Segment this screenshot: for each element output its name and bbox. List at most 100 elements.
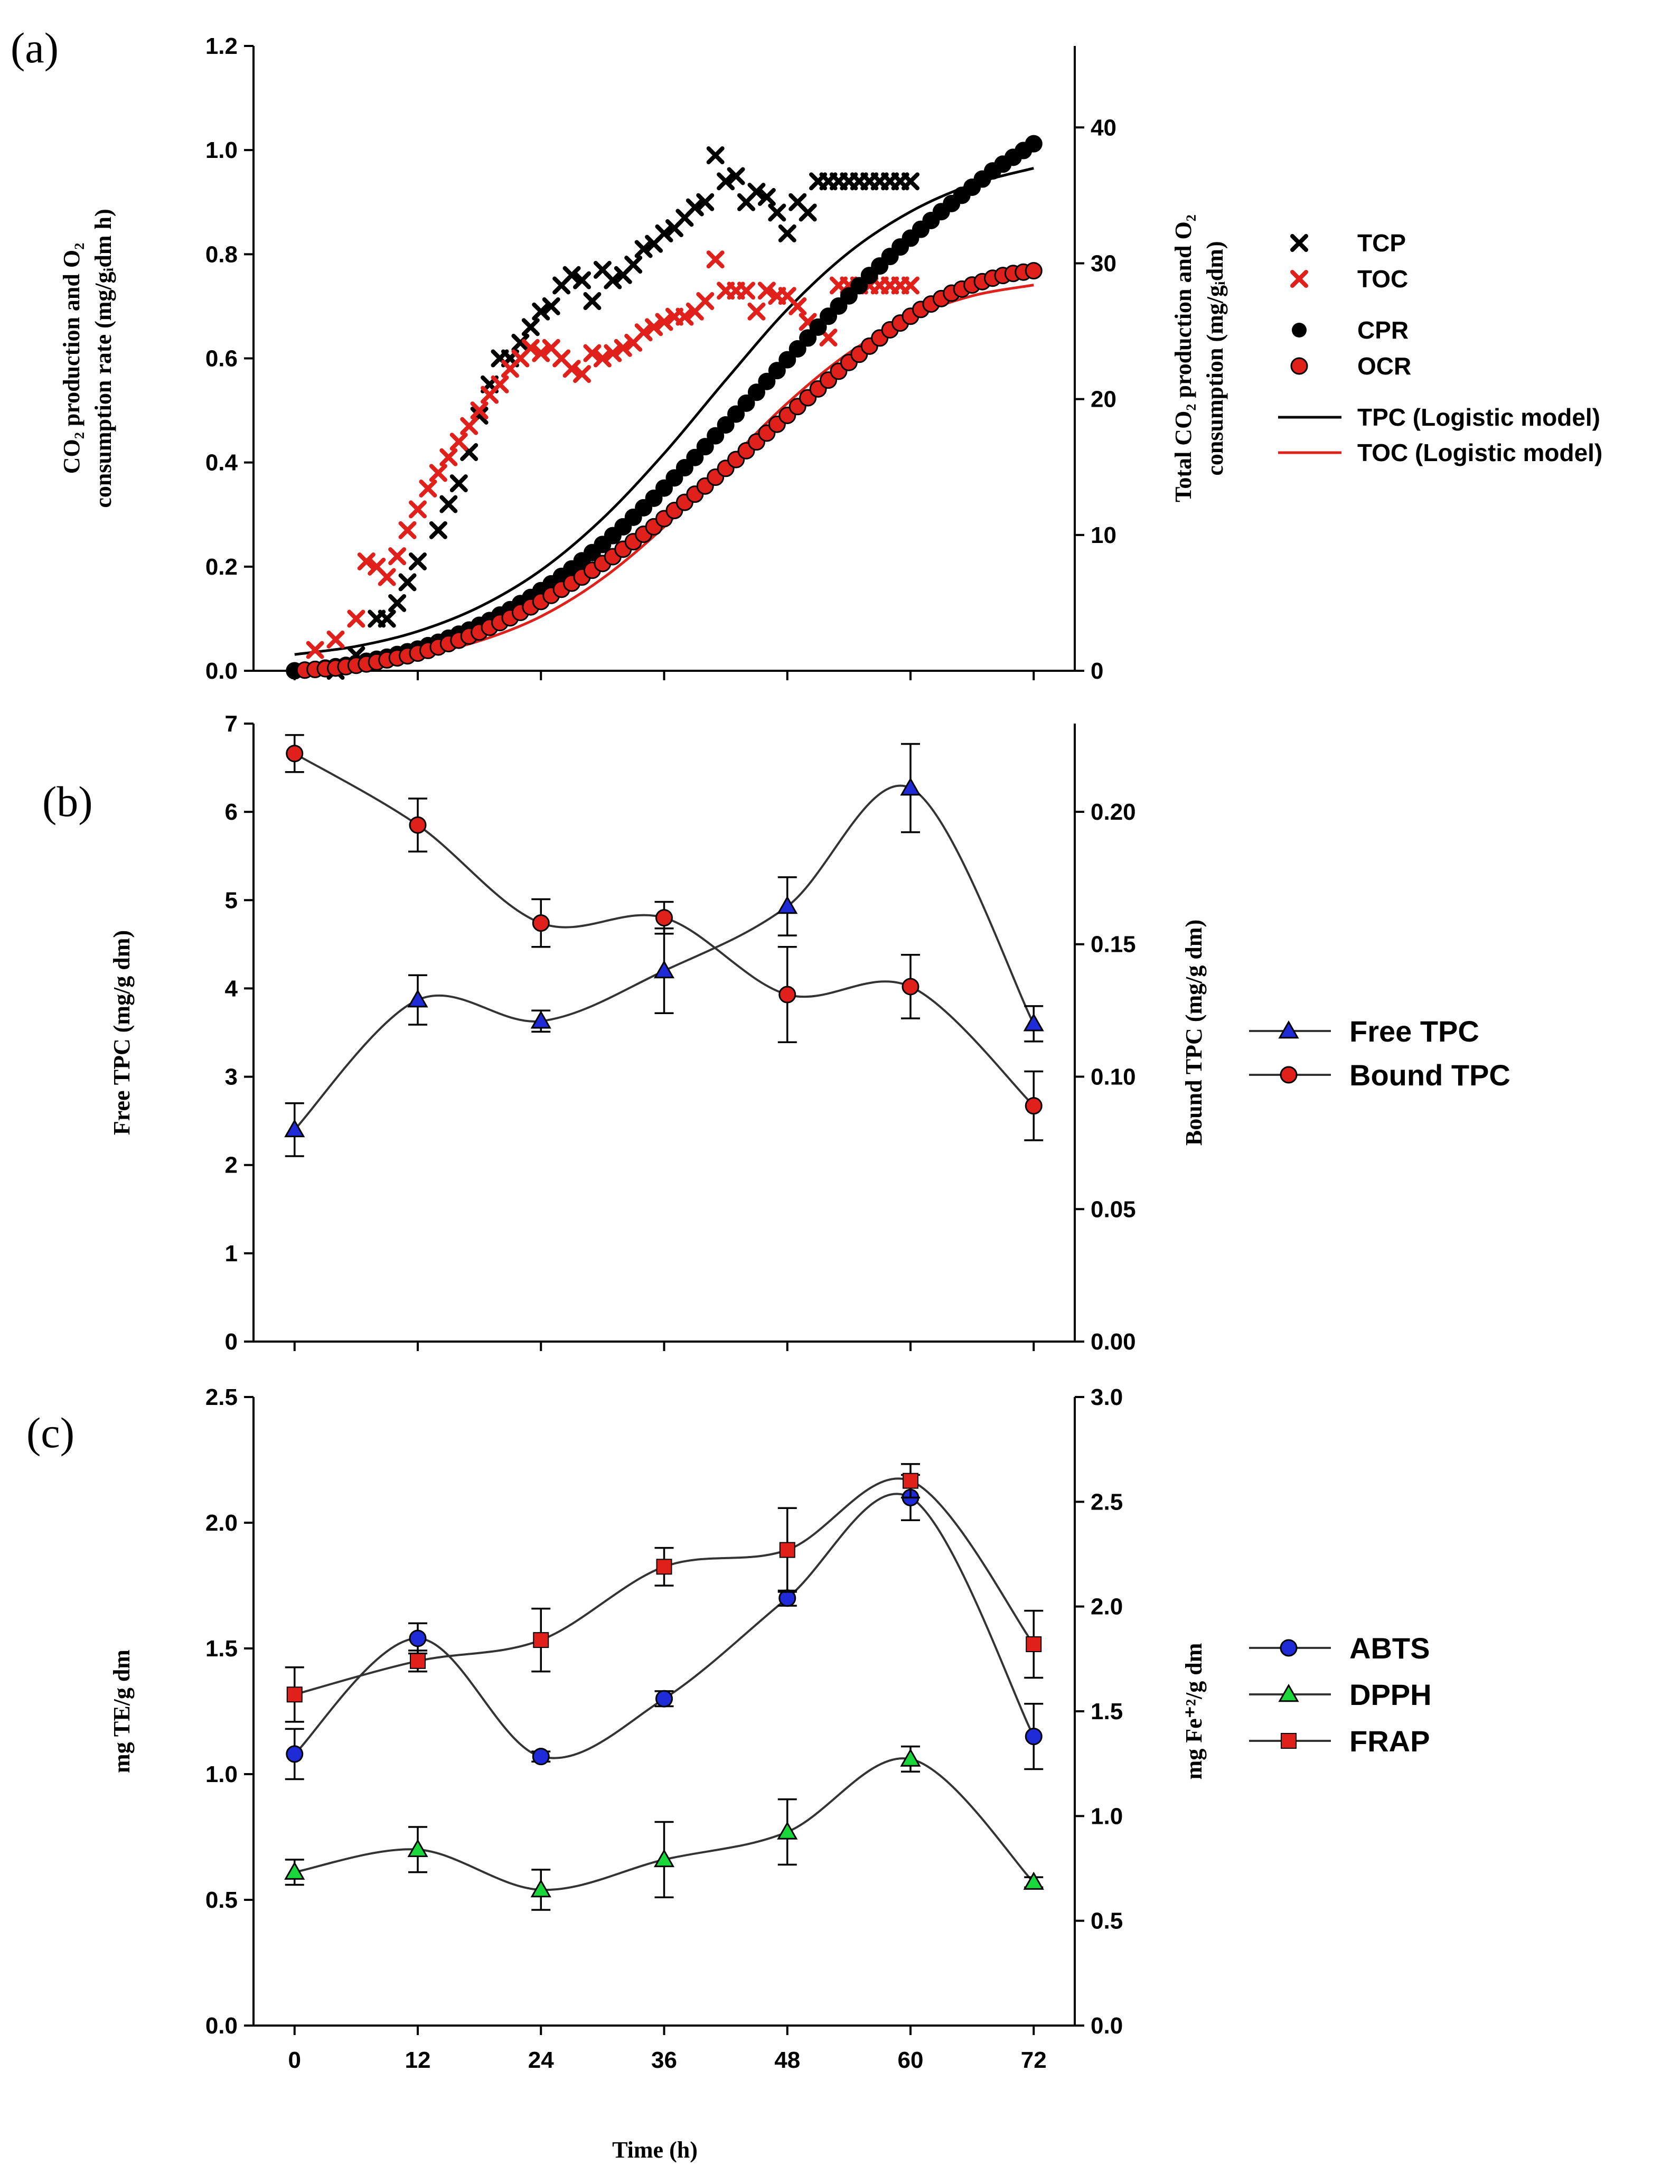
left-tick-label: 6 bbox=[225, 799, 238, 825]
point-abts bbox=[655, 1690, 673, 1708]
point-cpr bbox=[758, 372, 776, 390]
point-tcp bbox=[727, 167, 745, 185]
point-dpph bbox=[900, 1748, 921, 1767]
point-toc bbox=[747, 302, 766, 321]
legend-marker bbox=[1281, 1733, 1297, 1749]
point-cpr bbox=[696, 438, 714, 456]
point-cpr bbox=[830, 297, 848, 315]
point-toc bbox=[449, 433, 468, 451]
point-toc bbox=[583, 344, 602, 362]
x-tick-label: 24 bbox=[528, 2047, 554, 2073]
point-tcp bbox=[604, 271, 622, 289]
x-tick-label: 12 bbox=[405, 2047, 431, 2073]
right-axis-label: consumption (mg/gᵢdm) bbox=[1202, 241, 1228, 475]
right-tick-label: 40 bbox=[1091, 115, 1116, 140]
point-toc bbox=[634, 323, 653, 342]
legend-label: FRAP bbox=[1349, 1724, 1430, 1758]
point-cpr bbox=[727, 405, 745, 423]
point-cpr bbox=[840, 287, 858, 305]
point-tcp bbox=[696, 193, 715, 211]
right-tick-label: 2.5 bbox=[1091, 1489, 1123, 1515]
x-tick-label: 0 bbox=[288, 2047, 301, 2073]
point-toc bbox=[675, 307, 694, 326]
legend-marker bbox=[1292, 323, 1307, 338]
point-tcp bbox=[624, 256, 643, 274]
series-line-frap bbox=[294, 1477, 1035, 1696]
point-toc bbox=[439, 448, 458, 466]
point-cpr bbox=[645, 489, 663, 507]
point-tcp bbox=[429, 521, 447, 539]
point-bound-tpc bbox=[778, 986, 796, 1004]
right-tick-label: 0.05 bbox=[1091, 1196, 1136, 1222]
point-toc bbox=[737, 282, 755, 300]
point-tcp bbox=[532, 302, 550, 321]
point-cpr bbox=[799, 329, 817, 347]
left-tick-label: 1.5 bbox=[205, 1636, 238, 1662]
right-tick-label: 10 bbox=[1091, 522, 1116, 548]
panel-a-chart: 0.0 0.2 0.4 0.6 0.8 1.0 1.2 0 10 20 30 40 CO₂ produc… bbox=[59, 33, 1602, 684]
legend-marker bbox=[1278, 1683, 1299, 1702]
point-cpr bbox=[686, 448, 704, 466]
point-abts bbox=[286, 1745, 304, 1763]
point-abts bbox=[1025, 1728, 1043, 1746]
legend-marker bbox=[1280, 1066, 1298, 1084]
panel-label-c: (c) bbox=[26, 1409, 74, 1457]
point-frap bbox=[533, 1632, 549, 1648]
point-bound-tpc bbox=[902, 978, 919, 996]
left-tick-label: 1 bbox=[225, 1241, 238, 1267]
point-free-tpc bbox=[407, 989, 428, 1008]
point-dpph bbox=[777, 1821, 798, 1840]
point-toc bbox=[645, 318, 663, 336]
legend-label: TOC (Logistic model) bbox=[1357, 439, 1602, 466]
point-tcp bbox=[717, 172, 735, 191]
point-free-tpc bbox=[777, 895, 798, 914]
right-tick-label: 20 bbox=[1091, 387, 1116, 413]
left-axis-label: Free TPC (mg/g dm) bbox=[109, 930, 135, 1135]
left-tick-label: 1.2 bbox=[205, 33, 238, 59]
point-bound-tpc bbox=[655, 909, 673, 927]
left-tick-label: 0.2 bbox=[205, 554, 238, 580]
left-tick-label: 1.0 bbox=[205, 1761, 238, 1787]
point-frap bbox=[779, 1542, 795, 1558]
legend-marker bbox=[1278, 1020, 1299, 1039]
point-cpr bbox=[665, 469, 683, 487]
point-toc bbox=[604, 344, 622, 362]
point-tcp bbox=[511, 333, 530, 352]
left-tick-label: 0.5 bbox=[205, 1887, 238, 1913]
point-free-tpc bbox=[653, 960, 675, 979]
point-cpr bbox=[850, 277, 868, 295]
right-axis-label: mg Fe⁺²/g dm bbox=[1181, 1643, 1207, 1780]
point-tcp bbox=[757, 188, 776, 206]
point-dpph bbox=[284, 1861, 305, 1880]
legend-label: Bound TPC bbox=[1349, 1058, 1510, 1092]
point-frap bbox=[1026, 1636, 1042, 1653]
right-axis-label: Bound TPC (mg/g dm) bbox=[1181, 920, 1207, 1146]
point-toc bbox=[789, 297, 807, 315]
point-toc bbox=[757, 282, 776, 300]
point-cpr bbox=[1025, 135, 1043, 153]
left-tick-label: 0.4 bbox=[205, 450, 238, 476]
left-axis-label: mg TE/g dm bbox=[109, 1649, 135, 1773]
right-tick-label: 0.5 bbox=[1091, 1908, 1123, 1934]
right-tick-label: 0.15 bbox=[1091, 932, 1136, 958]
right-tick-label: 0.0 bbox=[1091, 2013, 1123, 2039]
point-toc bbox=[593, 349, 612, 368]
point-toc bbox=[460, 417, 478, 435]
point-cpr bbox=[768, 362, 786, 380]
point-free-tpc bbox=[284, 1119, 305, 1138]
point-cpr bbox=[655, 479, 673, 497]
legend-label: DPPH bbox=[1349, 1678, 1432, 1711]
point-toc bbox=[357, 552, 376, 570]
legend-label: ABTS bbox=[1349, 1632, 1430, 1665]
point-tcp bbox=[583, 292, 602, 311]
point-tcp bbox=[521, 318, 540, 336]
legend-marker bbox=[1290, 270, 1308, 288]
point-toc bbox=[347, 610, 365, 628]
right-axis-label: Total CO₂ production and O₂ bbox=[1170, 214, 1196, 502]
point-toc bbox=[491, 375, 509, 393]
point-cpr bbox=[747, 383, 765, 401]
point-toc bbox=[573, 365, 591, 383]
left-tick-label: 2.0 bbox=[205, 1510, 238, 1536]
point-bound-tpc bbox=[1025, 1097, 1043, 1115]
left-tick-label: 1.0 bbox=[205, 137, 238, 163]
